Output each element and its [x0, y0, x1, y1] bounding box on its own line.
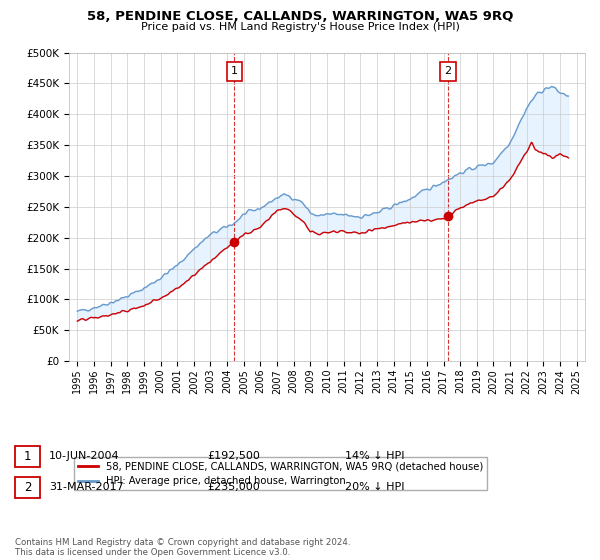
Text: 10-JUN-2004: 10-JUN-2004: [49, 451, 120, 461]
Text: £235,000: £235,000: [207, 482, 260, 492]
Text: 2: 2: [444, 66, 451, 76]
Text: 2: 2: [24, 480, 31, 494]
Text: Price paid vs. HM Land Registry's House Price Index (HPI): Price paid vs. HM Land Registry's House …: [140, 22, 460, 32]
Text: 31-MAR-2017: 31-MAR-2017: [49, 482, 124, 492]
Text: 20% ↓ HPI: 20% ↓ HPI: [345, 482, 404, 492]
Text: 58, PENDINE CLOSE, CALLANDS, WARRINGTON, WA5 9RQ: 58, PENDINE CLOSE, CALLANDS, WARRINGTON,…: [87, 10, 513, 22]
Text: 1: 1: [231, 66, 238, 76]
Text: 1: 1: [24, 450, 31, 463]
Text: Contains HM Land Registry data © Crown copyright and database right 2024.
This d: Contains HM Land Registry data © Crown c…: [15, 538, 350, 557]
Text: £192,500: £192,500: [207, 451, 260, 461]
Text: 14% ↓ HPI: 14% ↓ HPI: [345, 451, 404, 461]
Legend: 58, PENDINE CLOSE, CALLANDS, WARRINGTON, WA5 9RQ (detached house), HPI: Average : 58, PENDINE CLOSE, CALLANDS, WARRINGTON,…: [74, 457, 487, 490]
